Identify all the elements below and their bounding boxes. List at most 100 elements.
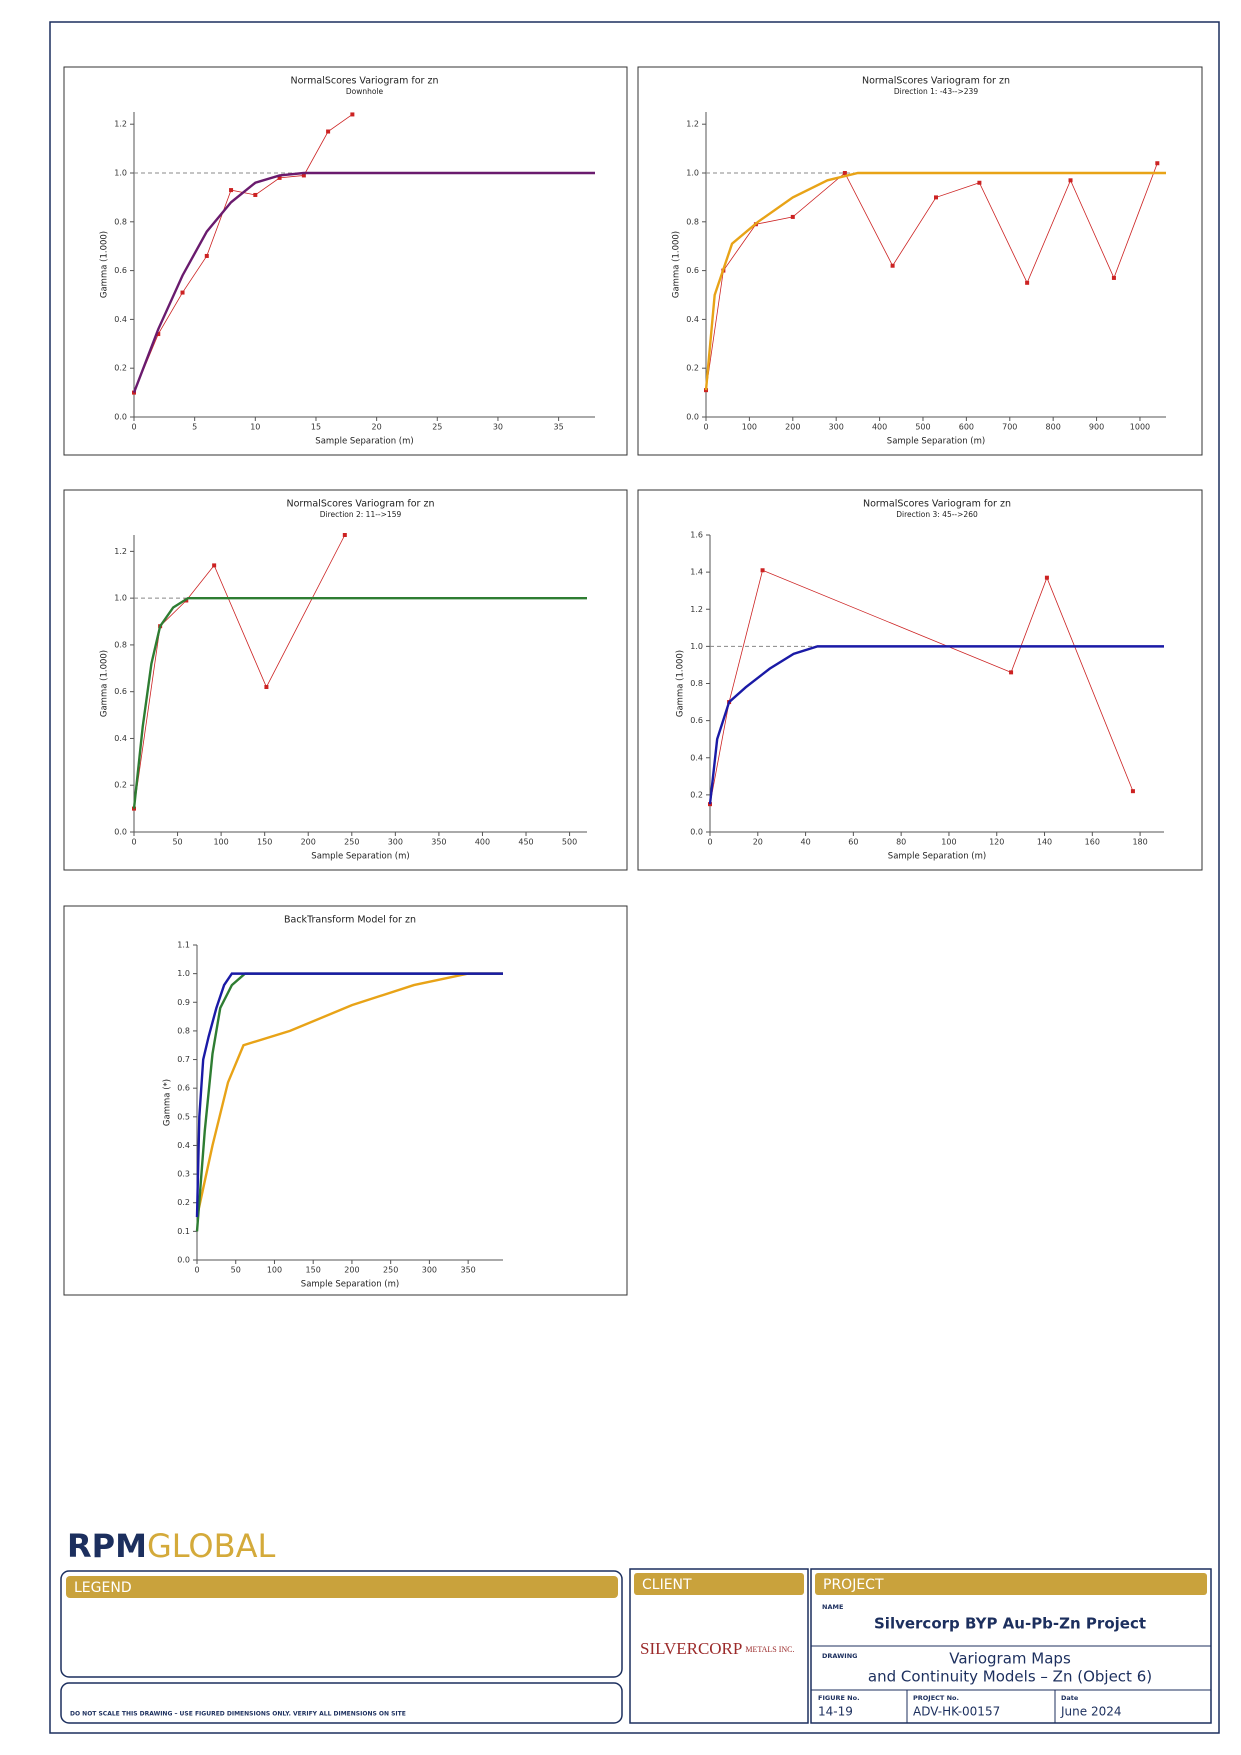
point bbox=[1068, 178, 1073, 183]
project-bar bbox=[815, 1573, 1207, 1595]
y-tick-label: 0.8 bbox=[686, 217, 699, 226]
point bbox=[350, 112, 355, 117]
point bbox=[934, 195, 938, 200]
page-frame bbox=[49, 21, 1220, 1734]
client-logo-sub: METALS INC. bbox=[745, 1645, 794, 1654]
x-tick-label: 600 bbox=[959, 423, 974, 432]
point bbox=[277, 175, 282, 180]
point bbox=[1111, 275, 1116, 280]
point bbox=[326, 129, 331, 134]
y-tick-label: 0.2 bbox=[686, 364, 699, 373]
y-tick-label: 0.0 bbox=[114, 413, 127, 422]
x-tick-label: 200 bbox=[344, 1266, 359, 1275]
x-tick-label: 100 bbox=[941, 838, 956, 847]
y-tick-label: 0.0 bbox=[114, 828, 127, 837]
name-label: NAME bbox=[822, 1603, 843, 1611]
y-tick-label: 0.3 bbox=[177, 1170, 190, 1179]
date-label: Date bbox=[1061, 1694, 1079, 1702]
point bbox=[790, 214, 795, 219]
logo-secondary: GLOBAL bbox=[147, 1527, 276, 1565]
y-tick-label: 1.1 bbox=[177, 941, 190, 950]
point bbox=[180, 290, 185, 295]
y-tick-label: 1.2 bbox=[114, 120, 127, 129]
model-line bbox=[132, 171, 595, 394]
y-tick-label: 0.4 bbox=[690, 753, 703, 762]
y-tick-label: 0.6 bbox=[177, 1084, 190, 1093]
x-tick-label: 400 bbox=[872, 423, 887, 432]
chart-title: NormalScores Variogram for zn bbox=[286, 499, 434, 510]
point bbox=[229, 188, 234, 193]
x-tick-label: 40 bbox=[800, 838, 810, 847]
point bbox=[760, 568, 765, 573]
chart-frame bbox=[637, 489, 1203, 871]
x-axis-label: Sample Separation (m) bbox=[301, 1280, 399, 1290]
y-tick-label: 0.6 bbox=[114, 266, 127, 275]
point bbox=[1044, 575, 1049, 580]
y-tick-label: 0.5 bbox=[177, 1112, 190, 1121]
figure-no: 14-19 bbox=[818, 1705, 853, 1719]
model-line bbox=[708, 645, 1164, 805]
x-axis-label: Sample Separation (m) bbox=[315, 437, 413, 447]
note-box bbox=[60, 1682, 623, 1724]
project-no: ADV-HK-00157 bbox=[913, 1705, 1000, 1719]
x-tick-label: 140 bbox=[1037, 838, 1052, 847]
x-tick-label: 200 bbox=[785, 423, 800, 432]
x-tick-label: 120 bbox=[989, 838, 1004, 847]
x-tick-label: 250 bbox=[344, 838, 359, 847]
legend-bar bbox=[66, 1576, 618, 1598]
drawing-line: Variogram Maps bbox=[949, 1650, 1071, 1668]
x-tick-label: 20 bbox=[753, 838, 763, 847]
y-tick-label: 0.8 bbox=[690, 679, 703, 688]
chart-frame bbox=[63, 489, 628, 871]
y-tick-label: 1.6 bbox=[690, 531, 703, 540]
y-tick-label: 0.8 bbox=[177, 1026, 190, 1035]
x-tick-label: 20 bbox=[372, 423, 382, 432]
x-tick-label: 10 bbox=[250, 423, 260, 432]
x-tick-label: 180 bbox=[1132, 838, 1147, 847]
x-tick-label: 350 bbox=[460, 1266, 475, 1275]
point bbox=[212, 563, 217, 568]
logo-primary: RPM bbox=[67, 1527, 147, 1565]
y-tick-label: 0.0 bbox=[690, 828, 703, 837]
experimental-line bbox=[705, 163, 1158, 391]
chart-subtitle: Direction 2: 11-->159 bbox=[320, 510, 402, 519]
point bbox=[264, 685, 269, 690]
x-tick-label: 50 bbox=[172, 838, 182, 847]
x-tick-label: 300 bbox=[422, 1266, 437, 1275]
y-tick-label: 0.6 bbox=[690, 716, 703, 725]
x-tick-label: 300 bbox=[829, 423, 844, 432]
model-line bbox=[195, 972, 503, 1218]
y-tick-label: 1.0 bbox=[690, 642, 703, 651]
x-tick-label: 0 bbox=[131, 838, 136, 847]
y-axis-label: Gamma (1.000) bbox=[100, 231, 110, 298]
y-tick-label: 0.0 bbox=[177, 1256, 190, 1265]
client-logo: SILVERCORP METALS INC. bbox=[640, 1639, 795, 1658]
date: June 2024 bbox=[1060, 1705, 1122, 1719]
x-tick-label: 160 bbox=[1085, 838, 1100, 847]
x-tick-label: 450 bbox=[518, 838, 533, 847]
client-logo-main: SILVERCORP bbox=[640, 1639, 742, 1658]
chart-title: NormalScores Variogram for zn bbox=[290, 76, 438, 87]
y-tick-label: 0.8 bbox=[114, 217, 127, 226]
x-tick-label: 350 bbox=[431, 838, 446, 847]
legend-title: LEGEND bbox=[74, 1580, 132, 1596]
point bbox=[342, 533, 347, 537]
chart-title: NormalScores Variogram for zn bbox=[862, 76, 1010, 87]
x-axis-label: Sample Separation (m) bbox=[888, 852, 986, 862]
project-name: Silvercorp BYP Au-Pb-Zn Project bbox=[874, 1615, 1146, 1633]
y-tick-label: 0.2 bbox=[690, 790, 703, 799]
point bbox=[977, 180, 982, 185]
x-tick-label: 200 bbox=[301, 838, 316, 847]
y-tick-label: 0.6 bbox=[686, 266, 699, 275]
point bbox=[1025, 280, 1030, 285]
x-tick-label: 800 bbox=[1046, 423, 1061, 432]
x-tick-label: 35 bbox=[554, 423, 564, 432]
x-axis-label: Sample Separation (m) bbox=[311, 852, 409, 862]
chart-subtitle: Downhole bbox=[346, 87, 384, 96]
x-tick-label: 500 bbox=[915, 423, 930, 432]
x-tick-label: 0 bbox=[194, 1266, 199, 1275]
model-line bbox=[132, 596, 587, 809]
y-tick-label: 1.0 bbox=[114, 169, 127, 178]
y-tick-label: 0.4 bbox=[114, 734, 127, 743]
